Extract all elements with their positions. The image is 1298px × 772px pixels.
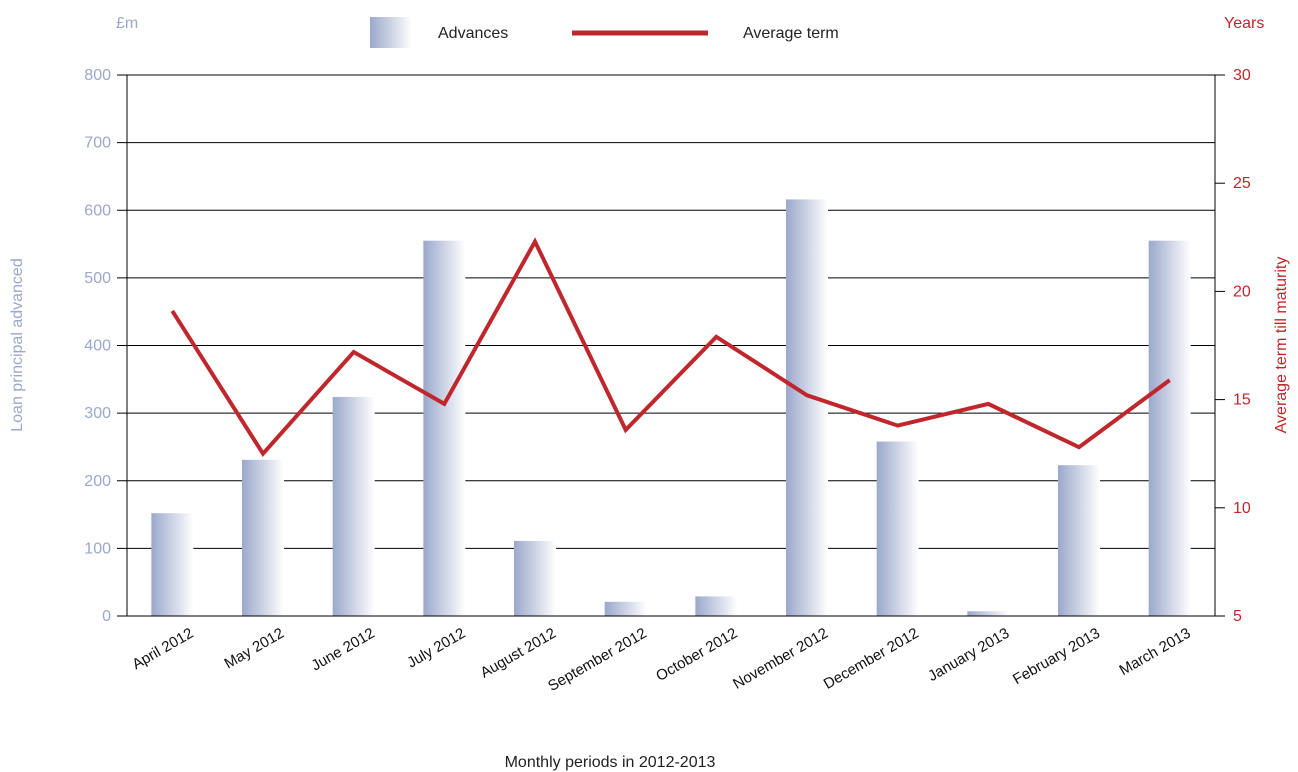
x-tick-label: January 2013 [925, 625, 1012, 685]
advances-bar-7 [695, 596, 738, 616]
left-tick-label: 400 [84, 338, 111, 355]
x-tick-label: February 2013 [1010, 625, 1103, 689]
legend-swatch-advances [370, 17, 412, 48]
right-tick-label: 10 [1233, 500, 1251, 517]
x-tick-label: April 2012 [129, 625, 196, 673]
right-tick-label: 15 [1233, 392, 1251, 409]
legend-label-average-term: Average term [743, 25, 839, 42]
legend: Advances Average term [370, 17, 839, 48]
advances-bar-6 [604, 601, 647, 616]
advances-bar-4 [423, 240, 466, 616]
right-tick-label: 5 [1233, 608, 1242, 625]
x-tick-label: May 2012 [221, 625, 287, 673]
advances-bar-5 [514, 540, 556, 616]
right-axis-unit: Years [1224, 15, 1264, 32]
right-axis-title: Average term till maturity [1273, 257, 1290, 434]
advances-bar-2 [242, 459, 284, 616]
left-tick-label: 800 [84, 67, 111, 84]
average-term-line [170, 237, 1171, 458]
advances-bar-1 [151, 513, 194, 616]
x-tick-label: September 2012 [545, 625, 650, 695]
left-tick-label: 100 [84, 540, 111, 557]
right-tick-label: 25 [1233, 175, 1251, 192]
left-axis-unit: £m [116, 15, 138, 32]
x-axis-title: Monthly periods in 2012-2013 [505, 754, 716, 771]
x-tick-label: October 2012 [653, 625, 740, 685]
advances-bars [151, 199, 1191, 616]
average-term-polyline [170, 237, 1171, 458]
left-tick-label: 300 [84, 405, 111, 422]
left-tick-label: 600 [84, 202, 111, 219]
x-axis-ticks: April 2012 May 2012 June 2012 July 2012 Augu… [129, 625, 1193, 695]
x-tick-label: July 2012 [404, 625, 468, 672]
legend-label-advances: Advances [438, 25, 508, 42]
x-tick-label: March 2013 [1117, 625, 1194, 679]
right-tick-label: 20 [1233, 283, 1251, 300]
advances-bar-3 [332, 396, 375, 616]
x-tick-label: December 2012 [821, 625, 922, 693]
left-tick-label: 0 [102, 608, 111, 625]
advances-bar-12 [1148, 240, 1191, 616]
x-tick-label: June 2012 [308, 625, 377, 675]
advances-bar-11 [1058, 465, 1100, 616]
gridlines [127, 74, 1215, 549]
left-axis-title: Loan principal advanced [9, 258, 26, 431]
advances-bar-9 [876, 441, 919, 616]
left-tick-label: 200 [84, 473, 111, 490]
x-tick-label: August 2012 [478, 625, 559, 682]
advances-bar-10 [967, 611, 1010, 616]
left-tick-label: 500 [84, 270, 111, 287]
left-axis-ticks: 0 100 200 300 400 500 600 700 800 [84, 67, 127, 625]
left-tick-label: 700 [84, 135, 111, 152]
advances-bar-8 [786, 199, 828, 616]
x-tick-label: November 2012 [730, 625, 831, 693]
right-tick-label: 30 [1233, 67, 1251, 84]
right-axis-ticks: 5 10 15 20 25 30 [1215, 67, 1251, 625]
